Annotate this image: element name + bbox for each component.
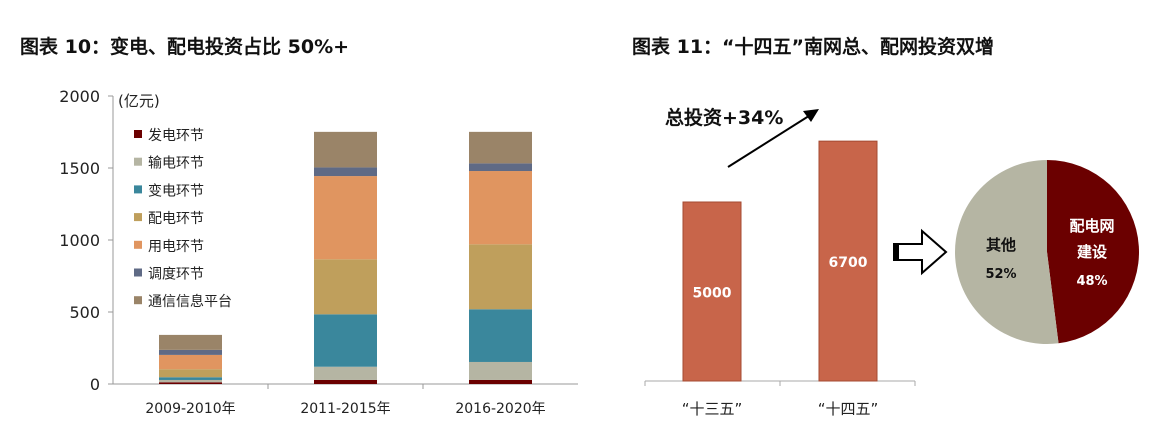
legend-swatch xyxy=(134,296,142,305)
bar-segment-配电环节 xyxy=(314,259,377,315)
bar-0 xyxy=(682,201,742,382)
y-tick-label: 500 xyxy=(69,303,100,322)
bar-segment-变电环节 xyxy=(314,314,377,367)
legend-label: 通信信息平台 xyxy=(148,293,232,310)
pie-value-label: 48% xyxy=(1076,274,1107,289)
legend-swatch xyxy=(134,185,142,194)
legend-label: 变电环节 xyxy=(148,183,204,199)
bar-segment-用电环节 xyxy=(314,176,377,260)
bar-segment-调度环节 xyxy=(314,167,377,177)
bar-segment-输电环节 xyxy=(314,366,377,380)
legend-label: 配电环节 xyxy=(148,211,204,227)
data-label: 5000 xyxy=(693,286,732,302)
y-tick-label: 0 xyxy=(90,375,100,394)
legend-label: 发电环节 xyxy=(148,128,204,144)
bar-segment-用电环节 xyxy=(159,354,222,370)
legend-swatch xyxy=(134,268,142,277)
chart-title-left: 图表 10：变电、配电投资占比 50%+ xyxy=(20,36,350,58)
pie-label: 建设 xyxy=(1077,243,1107,261)
legend-label: 输电环节 xyxy=(148,156,204,172)
bar-segment-发电环节 xyxy=(469,379,532,384)
bar-1 xyxy=(818,140,878,382)
block-arrow-bar xyxy=(893,243,897,261)
x-tick-label: 2011-2015年 xyxy=(300,401,390,417)
bar-segment-输电环节 xyxy=(469,361,532,380)
chart-title-right: 图表 11：“十四五”南网总、配网投资双增 xyxy=(632,36,995,58)
bar-segment-通信信息平台 xyxy=(159,334,222,350)
bar-segment-通信信息平台 xyxy=(469,131,532,164)
bar-segment-配电环节 xyxy=(159,369,222,378)
x-tick-label: “十四五” xyxy=(818,400,879,418)
unit-label: (亿元) xyxy=(118,92,160,110)
pie-label: 配电网 xyxy=(1069,217,1114,235)
bar-segment-发电环节 xyxy=(314,379,377,384)
legend-swatch xyxy=(134,157,142,166)
pie-value-label: 52% xyxy=(985,267,1016,282)
legend-label: 用电环节 xyxy=(148,239,204,255)
bar-segment-变电环节 xyxy=(469,309,532,362)
pie-slice-1 xyxy=(955,160,1059,344)
growth-arrow-line xyxy=(727,113,813,168)
data-label: 6700 xyxy=(829,255,868,271)
y-tick-label: 1000 xyxy=(59,231,100,250)
legend-swatch xyxy=(134,240,142,249)
pie-slice-0 xyxy=(1047,160,1140,344)
legend-swatch xyxy=(134,213,142,222)
x-tick-label: 2016-2020年 xyxy=(455,401,545,417)
bar-segment-配电环节 xyxy=(469,244,532,310)
y-tick-label: 2000 xyxy=(59,87,100,106)
bar-segment-用电环节 xyxy=(469,171,532,245)
legend-label: 调度环节 xyxy=(148,267,204,283)
pie-label: 其他 xyxy=(986,236,1016,254)
x-tick-label: 2009-2010年 xyxy=(145,401,235,417)
block-arrow-icon xyxy=(897,228,948,276)
bar-segment-发电环节 xyxy=(159,382,222,384)
x-tick-label: “十三五” xyxy=(682,400,743,418)
bar-segment-输电环节 xyxy=(159,379,222,383)
bar-segment-变电环节 xyxy=(159,377,222,380)
growth-arrow-head xyxy=(803,109,819,122)
y-tick-label: 1500 xyxy=(59,159,100,178)
bar-segment-调度环节 xyxy=(159,349,222,355)
bar-segment-通信信息平台 xyxy=(314,131,377,168)
legend-swatch xyxy=(134,130,142,138)
bar-segment-调度环节 xyxy=(469,163,532,172)
growth-annotation: 总投资+34% xyxy=(665,106,783,129)
